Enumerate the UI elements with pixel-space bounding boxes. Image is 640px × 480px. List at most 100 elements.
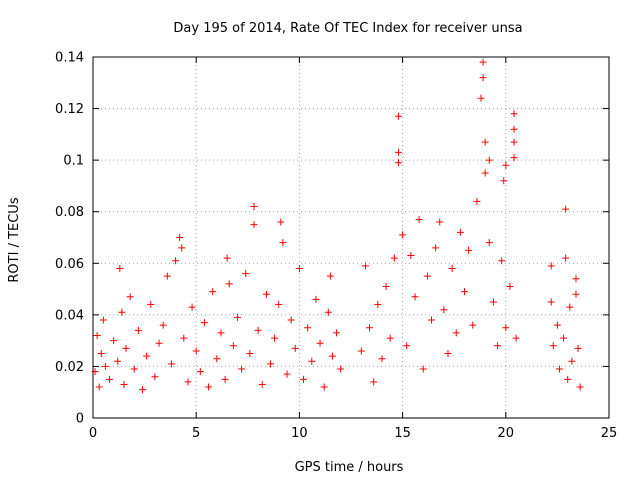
data-point	[444, 350, 452, 358]
data-point	[366, 324, 374, 332]
data-point	[205, 383, 213, 391]
data-point	[378, 355, 386, 363]
data-point	[250, 221, 258, 229]
data-point	[238, 365, 246, 373]
data-point	[440, 306, 448, 314]
data-point	[143, 352, 151, 360]
data-point	[275, 301, 283, 309]
data-point	[562, 254, 570, 262]
data-point	[122, 344, 130, 352]
x-tick-label: 15	[394, 426, 411, 441]
data-point	[370, 378, 378, 386]
data-point	[456, 228, 464, 236]
data-point	[250, 203, 258, 211]
data-point	[172, 257, 180, 265]
data-point	[99, 316, 107, 324]
data-point	[271, 334, 279, 342]
data-point	[452, 329, 460, 337]
data-point	[485, 239, 493, 247]
data-point	[176, 234, 184, 241]
data-point	[316, 339, 324, 347]
data-point	[510, 138, 518, 146]
data-point	[188, 303, 196, 311]
data-point	[312, 295, 320, 303]
data-point	[547, 262, 555, 270]
data-series-roti	[91, 58, 584, 394]
data-point	[512, 334, 520, 342]
data-point	[423, 272, 431, 280]
data-point	[333, 329, 341, 337]
data-point	[572, 275, 580, 283]
plot-frame	[92, 56, 610, 419]
data-point	[200, 319, 208, 327]
data-point	[254, 326, 262, 334]
data-point	[262, 290, 270, 298]
data-point	[419, 365, 427, 373]
data-point	[394, 159, 402, 167]
data-point	[196, 368, 204, 376]
data-point	[217, 329, 225, 337]
data-point	[304, 324, 312, 332]
data-point	[106, 375, 114, 383]
data-point	[415, 215, 423, 223]
data-point	[576, 383, 584, 391]
data-point	[568, 357, 576, 365]
data-point	[300, 375, 308, 383]
data-point	[209, 288, 217, 296]
data-point	[242, 270, 250, 278]
data-point	[510, 110, 518, 118]
data-point	[101, 362, 109, 370]
data-point	[324, 308, 332, 316]
x-tick-label: 10	[291, 426, 308, 441]
data-point	[394, 112, 402, 120]
data-point	[547, 298, 555, 306]
data-point	[432, 244, 440, 252]
y-tick-label: 0.12	[55, 102, 84, 117]
data-point	[258, 380, 266, 388]
data-point	[574, 344, 582, 352]
data-point	[120, 380, 128, 388]
y-tick-label: 0.06	[55, 257, 84, 272]
data-point	[473, 197, 481, 205]
y-tick-label: 0.02	[55, 360, 84, 375]
data-point	[180, 334, 188, 342]
data-point	[93, 331, 101, 339]
data-point	[485, 156, 493, 164]
x-tick-label: 0	[89, 426, 97, 441]
data-point	[287, 316, 295, 324]
data-point	[159, 321, 167, 329]
data-point	[560, 334, 568, 342]
data-point	[390, 254, 398, 262]
data-point	[481, 169, 489, 177]
data-point	[192, 347, 200, 355]
data-point	[477, 94, 485, 102]
data-point	[553, 321, 561, 329]
data-point	[427, 316, 435, 324]
data-point	[139, 386, 147, 394]
data-point	[361, 262, 369, 270]
x-axis-label: GPS time / hours	[295, 460, 404, 475]
data-point	[110, 337, 118, 345]
data-point	[394, 148, 402, 156]
data-point	[151, 373, 159, 381]
data-point	[116, 264, 124, 272]
data-point	[291, 344, 299, 352]
data-point	[118, 308, 126, 316]
data-point	[555, 365, 563, 373]
data-point	[500, 177, 508, 185]
data-point	[134, 326, 142, 334]
data-point	[337, 365, 345, 373]
data-point	[163, 272, 171, 280]
data-point	[549, 342, 557, 350]
data-point	[97, 350, 105, 358]
data-point	[572, 290, 580, 298]
data-point	[448, 264, 456, 272]
data-point	[277, 218, 285, 226]
y-tick-label: 0	[76, 412, 84, 427]
data-point	[114, 357, 122, 365]
data-point	[465, 246, 473, 254]
data-point	[295, 264, 303, 272]
data-point	[184, 378, 192, 386]
data-point	[357, 347, 365, 355]
